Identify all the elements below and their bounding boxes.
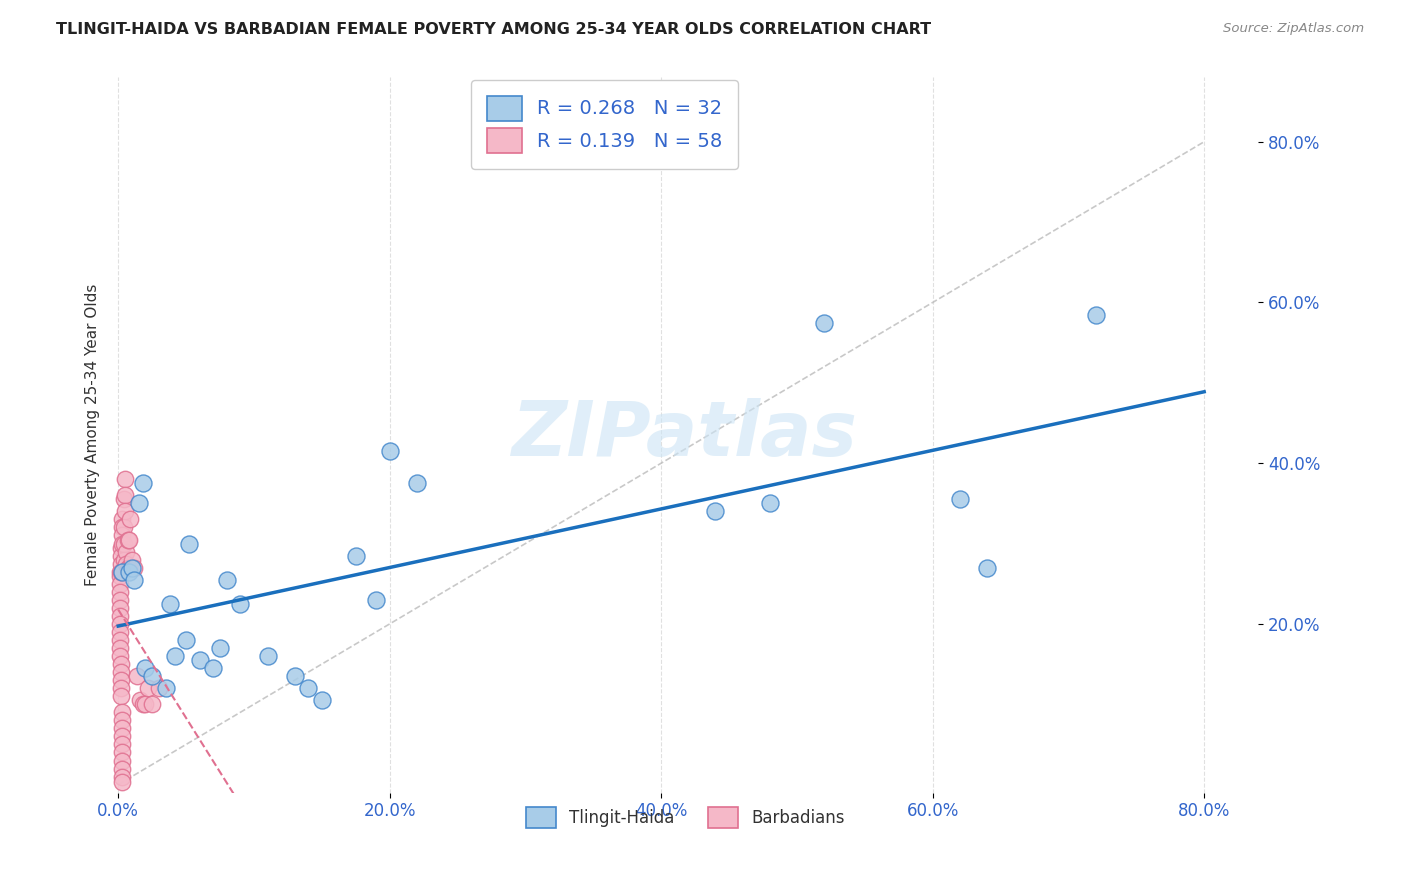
Point [114,488,136,502]
Point [111,738,134,752]
Point [813,316,835,330]
Point [108,584,131,599]
Point [165,648,187,663]
Point [111,746,134,760]
Point [108,576,131,591]
Point [110,690,132,704]
Point [297,681,319,696]
Point [110,549,132,563]
Point [121,560,143,574]
Point [108,640,131,655]
Point [141,698,163,712]
Point [120,512,142,526]
Point [112,520,135,534]
Point [111,770,134,784]
Point [704,504,727,518]
Y-axis label: Female Poverty Among 25-34 Year Olds: Female Poverty Among 25-34 Year Olds [86,284,100,586]
Point [111,565,134,579]
Text: ZIPatlas: ZIPatlas [512,398,858,472]
Point [115,557,138,571]
Point [112,552,135,566]
Point [229,597,252,611]
Point [131,698,153,712]
Point [136,681,159,696]
Point [174,632,197,647]
Point [124,560,146,574]
Point [111,775,134,789]
Point [118,560,141,574]
Point [134,661,156,675]
Point [215,573,238,587]
Point [108,565,131,579]
Point [111,706,134,720]
Text: TLINGIT-HAIDA VS BARBADIAN FEMALE POVERTY AMONG 25-34 YEAR OLDS CORRELATION CHAR: TLINGIT-HAIDA VS BARBADIAN FEMALE POVERT… [56,22,931,37]
Point [949,492,972,507]
Point [117,560,139,574]
Point [118,565,141,579]
Point [976,560,998,574]
Point [159,597,181,611]
Point [128,496,150,510]
Point [111,730,134,744]
Point [134,698,156,712]
Point [111,512,134,526]
Point [366,592,388,607]
Point [405,476,427,491]
Point [111,520,134,534]
Point [111,714,134,728]
Point [124,573,146,587]
Point [111,754,134,768]
Point [117,533,139,547]
Point [112,536,135,550]
Point [110,681,132,696]
Point [284,669,307,683]
Point [108,608,131,623]
Point [111,528,134,542]
Point [1084,308,1107,322]
Point [177,536,200,550]
Point [759,496,782,510]
Point [111,762,134,776]
Point [108,648,131,663]
Point [131,476,153,491]
Point [110,565,132,579]
Point [256,648,278,663]
Point [311,693,333,707]
Point [110,673,132,687]
Point [114,472,136,486]
Point [108,600,131,615]
Text: Source: ZipAtlas.com: Source: ZipAtlas.com [1223,22,1364,36]
Point [127,669,149,683]
Point [108,568,131,582]
Point [110,557,132,571]
Point [202,661,225,675]
Point [114,504,136,518]
Point [378,444,401,458]
Point [108,624,131,639]
Point [110,657,132,671]
Point [344,549,367,563]
Point [129,693,152,707]
Point [108,616,131,631]
Point [121,552,143,566]
Point [115,544,138,558]
Point [155,681,177,696]
Point [112,492,135,507]
Point [111,722,134,736]
Point [208,640,231,655]
Point [110,665,132,679]
Point [141,669,163,683]
Point [148,681,170,696]
Point [110,541,132,555]
Point [118,533,141,547]
Point [188,653,211,667]
Point [111,536,134,550]
Point [108,632,131,647]
Point [108,592,131,607]
Legend: Tlingit-Haida, Barbadians: Tlingit-Haida, Barbadians [519,801,851,834]
